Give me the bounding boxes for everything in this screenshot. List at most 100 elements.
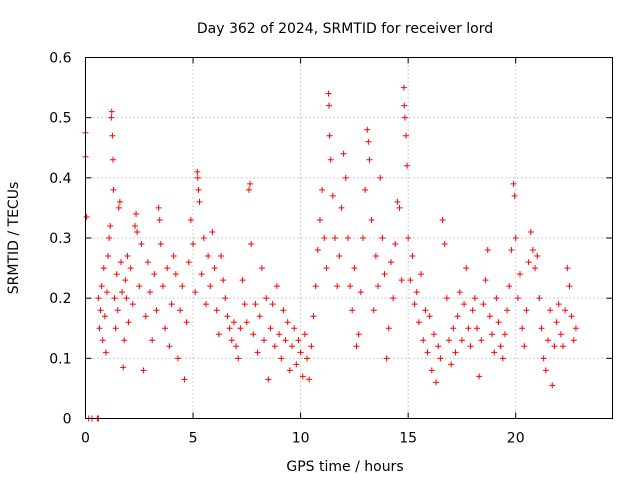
data-point: [501, 331, 508, 338]
data-point: [233, 343, 240, 350]
data-point: [286, 367, 293, 374]
data-point: [437, 355, 444, 362]
data-point: [482, 277, 489, 284]
data-point: [125, 319, 132, 326]
data-point: [151, 271, 158, 278]
data-point: [491, 349, 498, 356]
data-point: [407, 277, 414, 284]
data-point: [334, 283, 341, 290]
data-point: [308, 343, 315, 350]
data-point: [129, 301, 136, 308]
data-point: [202, 301, 209, 308]
data-point: [338, 204, 345, 211]
data-point: [301, 331, 308, 338]
data-point: [99, 337, 106, 344]
y-tick-label: 0.2: [49, 291, 71, 307]
data-point: [284, 319, 291, 326]
data-point: [329, 192, 336, 199]
data-point: [209, 228, 216, 235]
data-point: [215, 331, 222, 338]
data-point: [473, 325, 480, 332]
data-point: [200, 235, 207, 241]
data-point: [121, 337, 128, 344]
data-point: [247, 180, 254, 187]
data-point: [230, 319, 237, 326]
data-point: [321, 235, 328, 241]
data-point: [83, 213, 90, 220]
data-point: [401, 102, 408, 109]
data-point: [172, 271, 179, 278]
data-point: [112, 325, 119, 332]
data-point: [131, 222, 138, 229]
data-point: [304, 355, 311, 362]
data-point: [467, 343, 474, 350]
data-point: [187, 216, 194, 223]
data-point: [111, 295, 118, 302]
y-axis-title: SRMTID / TECUs: [6, 182, 22, 295]
data-point: [235, 355, 242, 362]
data-point: [564, 265, 571, 272]
data-point: [493, 295, 500, 302]
data-point: [420, 337, 427, 344]
data-point: [291, 325, 298, 332]
data-point: [418, 271, 425, 278]
data-point: [282, 337, 289, 344]
data-point: [237, 325, 244, 332]
data-point: [366, 156, 373, 163]
data-point: [327, 156, 334, 163]
data-point: [142, 313, 149, 320]
data-point: [511, 192, 518, 199]
data-point: [120, 364, 127, 371]
data-point: [109, 132, 116, 139]
data-point: [258, 265, 265, 272]
data-point: [185, 259, 192, 266]
data-point: [562, 307, 569, 314]
data-point: [529, 247, 536, 254]
data-point: [336, 253, 343, 260]
data-point: [323, 265, 330, 272]
y-tick-label: 0: [63, 412, 72, 428]
data-point: [293, 361, 300, 368]
data-point: [497, 343, 504, 350]
data-point: [454, 313, 461, 320]
data-point: [101, 313, 108, 320]
y-tick-label: 0.6: [49, 51, 71, 67]
data-point: [147, 289, 154, 296]
data-point: [183, 319, 190, 326]
data-point: [248, 241, 255, 248]
data-point: [267, 325, 274, 332]
data-point: [430, 331, 437, 338]
data-point: [205, 253, 212, 260]
data-point: [218, 253, 225, 260]
data-point: [443, 295, 450, 302]
data-point: [181, 376, 188, 383]
data-point: [456, 289, 463, 296]
data-point: [332, 235, 339, 241]
data-point: [325, 90, 332, 97]
data-point: [411, 301, 418, 308]
data-point: [342, 174, 349, 181]
data-point: [263, 295, 270, 302]
data-point: [252, 301, 259, 308]
data-point: [194, 174, 201, 181]
data-point: [362, 186, 369, 193]
data-point: [534, 253, 541, 260]
data-point: [540, 355, 547, 362]
data-point: [295, 337, 302, 344]
data-point: [495, 319, 502, 326]
data-point: [194, 168, 201, 175]
y-tick-label: 0.5: [49, 111, 71, 127]
data-point: [566, 283, 573, 290]
data-point: [314, 247, 321, 254]
data-point: [117, 259, 124, 266]
x-tick-label: 0: [81, 431, 90, 447]
y-tick-labels: 0 0.1 0.2 0.3 0.4 0.5 0.6: [49, 51, 71, 428]
data-point: [177, 307, 184, 314]
data-point: [357, 289, 364, 296]
data-point: [207, 283, 214, 290]
data-point: [517, 271, 524, 278]
data-point: [153, 307, 160, 314]
data-point: [478, 337, 485, 344]
data-point: [484, 247, 491, 254]
